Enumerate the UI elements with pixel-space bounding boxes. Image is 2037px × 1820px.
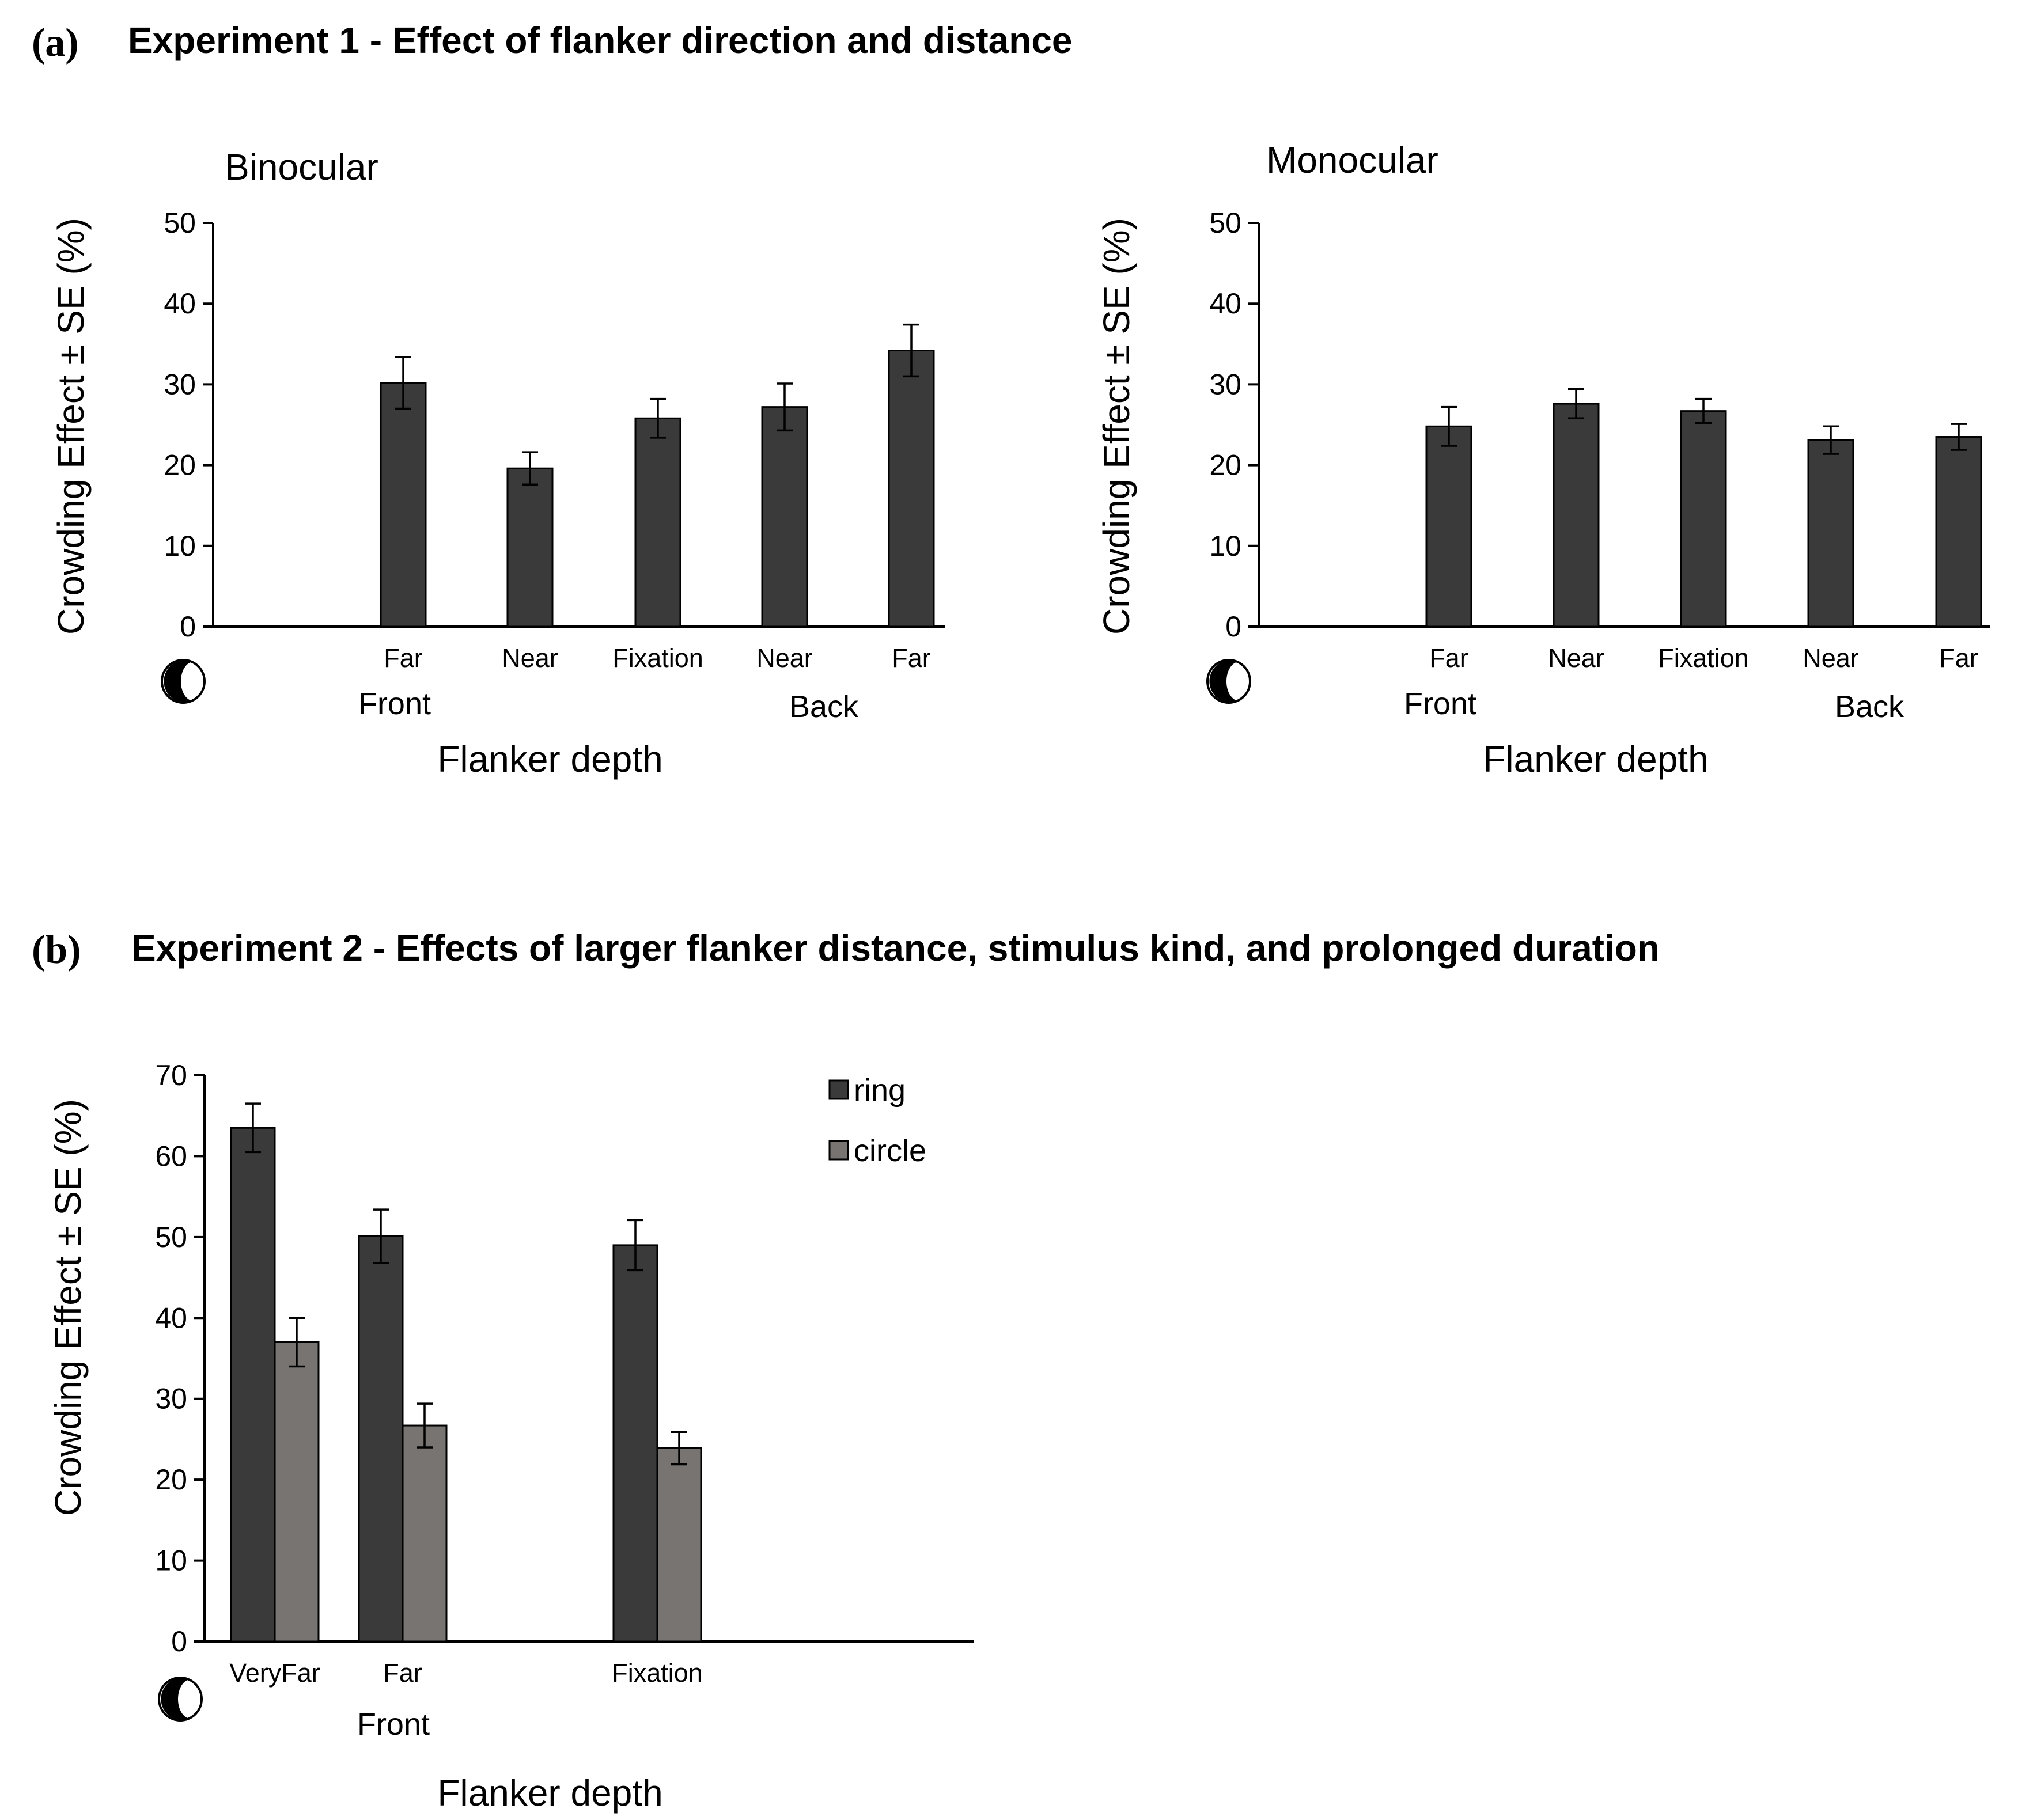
bar-far <box>1425 425 1472 628</box>
category-label-near: Near <box>756 643 813 673</box>
y-tick-label: 50 <box>164 207 196 239</box>
category-label-far: Far <box>383 1658 422 1688</box>
bar-circle-veryfar <box>274 1341 320 1643</box>
monocular-title: Monocular <box>1266 139 1438 181</box>
bar-ring-fixation <box>612 1244 658 1643</box>
bar-circle-fixation <box>656 1447 702 1643</box>
binocular-title: Binocular <box>225 146 378 188</box>
y-tick-label: 20 <box>164 449 196 481</box>
monocular-group-back: Back <box>1835 689 1905 724</box>
category-label-fixation: Fixation <box>612 1658 703 1688</box>
panel-b-title: Experiment 2 - Effects of larger flanker… <box>131 927 1660 969</box>
bar-ring-veryfar <box>230 1127 276 1643</box>
bar-near <box>506 467 554 628</box>
binocular-y-axis-title: Crowding Effect ± SE (%) <box>50 218 92 635</box>
y-tick-label: 70 <box>155 1059 187 1091</box>
category-label-veryfar: VeryFar <box>229 1658 320 1688</box>
y-tick-label: 40 <box>164 287 196 320</box>
bar-near <box>1807 439 1854 628</box>
panel-b-letter: (b) <box>32 928 81 972</box>
experiment2-chart: Crowding Effect ± SE (%) Flanker depth F… <box>47 1059 974 1814</box>
bar-far <box>1935 436 1982 628</box>
y-tick-label: 30 <box>164 368 196 400</box>
legend-swatch-circle <box>828 1140 849 1161</box>
binocular-chart: Binocular Crowding Effect ± SE (%) Flank… <box>50 146 945 780</box>
legend-swatch-ring <box>828 1079 849 1100</box>
panel-a-letter: (a) <box>32 21 79 65</box>
y-tick-label: 60 <box>155 1140 187 1172</box>
bar-circle-far <box>402 1424 448 1643</box>
y-tick-label: 20 <box>1209 449 1241 481</box>
y-tick-label: 40 <box>155 1302 187 1334</box>
category-label-fixation: Fixation <box>612 643 703 673</box>
y-tick-label: 10 <box>164 530 196 562</box>
y-tick-label: 0 <box>171 1625 187 1658</box>
category-label-near: Near <box>1803 643 1859 673</box>
monocular-y-axis-title: Crowding Effect ± SE (%) <box>1096 218 1137 635</box>
binocular-group-back: Back <box>789 689 859 724</box>
category-label-far: Far <box>892 643 931 673</box>
y-tick-label: 20 <box>155 1463 187 1496</box>
y-tick-label: 0 <box>180 611 196 643</box>
monocular-x-axis-title: Flanker depth <box>1483 738 1708 780</box>
bar-ring-far <box>358 1235 404 1643</box>
eye-icon <box>1206 659 1251 704</box>
bar-fixation <box>634 417 681 628</box>
y-tick-label: 10 <box>155 1545 187 1577</box>
y-tick-label: 30 <box>155 1383 187 1415</box>
panel-a-title: Experiment 1 - Effect of flanker directi… <box>128 20 1073 61</box>
binocular-x-axis-title: Flanker depth <box>437 738 662 780</box>
category-label-fixation: Fixation <box>1658 643 1749 673</box>
binocular-group-front: Front <box>358 687 431 721</box>
category-label-far: Far <box>1939 643 1978 673</box>
monocular-chart: Monocular Crowding Effect ± SE (%) Flank… <box>1096 139 1990 780</box>
bar-near <box>1553 403 1600 628</box>
y-tick-label: 10 <box>1209 530 1241 562</box>
eye-icon <box>158 1677 203 1722</box>
bar-fixation <box>1680 410 1727 628</box>
y-tick-label: 50 <box>155 1221 187 1253</box>
bar-far <box>888 350 935 628</box>
bar-far <box>380 382 427 628</box>
category-label-near: Near <box>502 643 558 673</box>
bar-near <box>761 406 808 628</box>
eye-icon <box>161 659 206 704</box>
legend-label-ring: ring <box>854 1073 906 1108</box>
experiment2-y-axis-title: Crowding Effect ± SE (%) <box>47 1099 89 1516</box>
category-label-near: Near <box>1548 643 1604 673</box>
category-label-far: Far <box>384 643 423 673</box>
y-tick-label: 40 <box>1209 287 1241 320</box>
experiment2-group-front: Front <box>357 1707 430 1742</box>
y-tick-label: 0 <box>1225 611 1241 643</box>
experiment2-x-axis-title: Flanker depth <box>437 1772 662 1814</box>
y-tick-label: 30 <box>1209 368 1241 400</box>
monocular-group-front: Front <box>1404 687 1476 721</box>
y-tick-label: 50 <box>1209 207 1241 239</box>
legend-label-circle: circle <box>854 1133 926 1168</box>
category-label-far: Far <box>1429 643 1468 673</box>
